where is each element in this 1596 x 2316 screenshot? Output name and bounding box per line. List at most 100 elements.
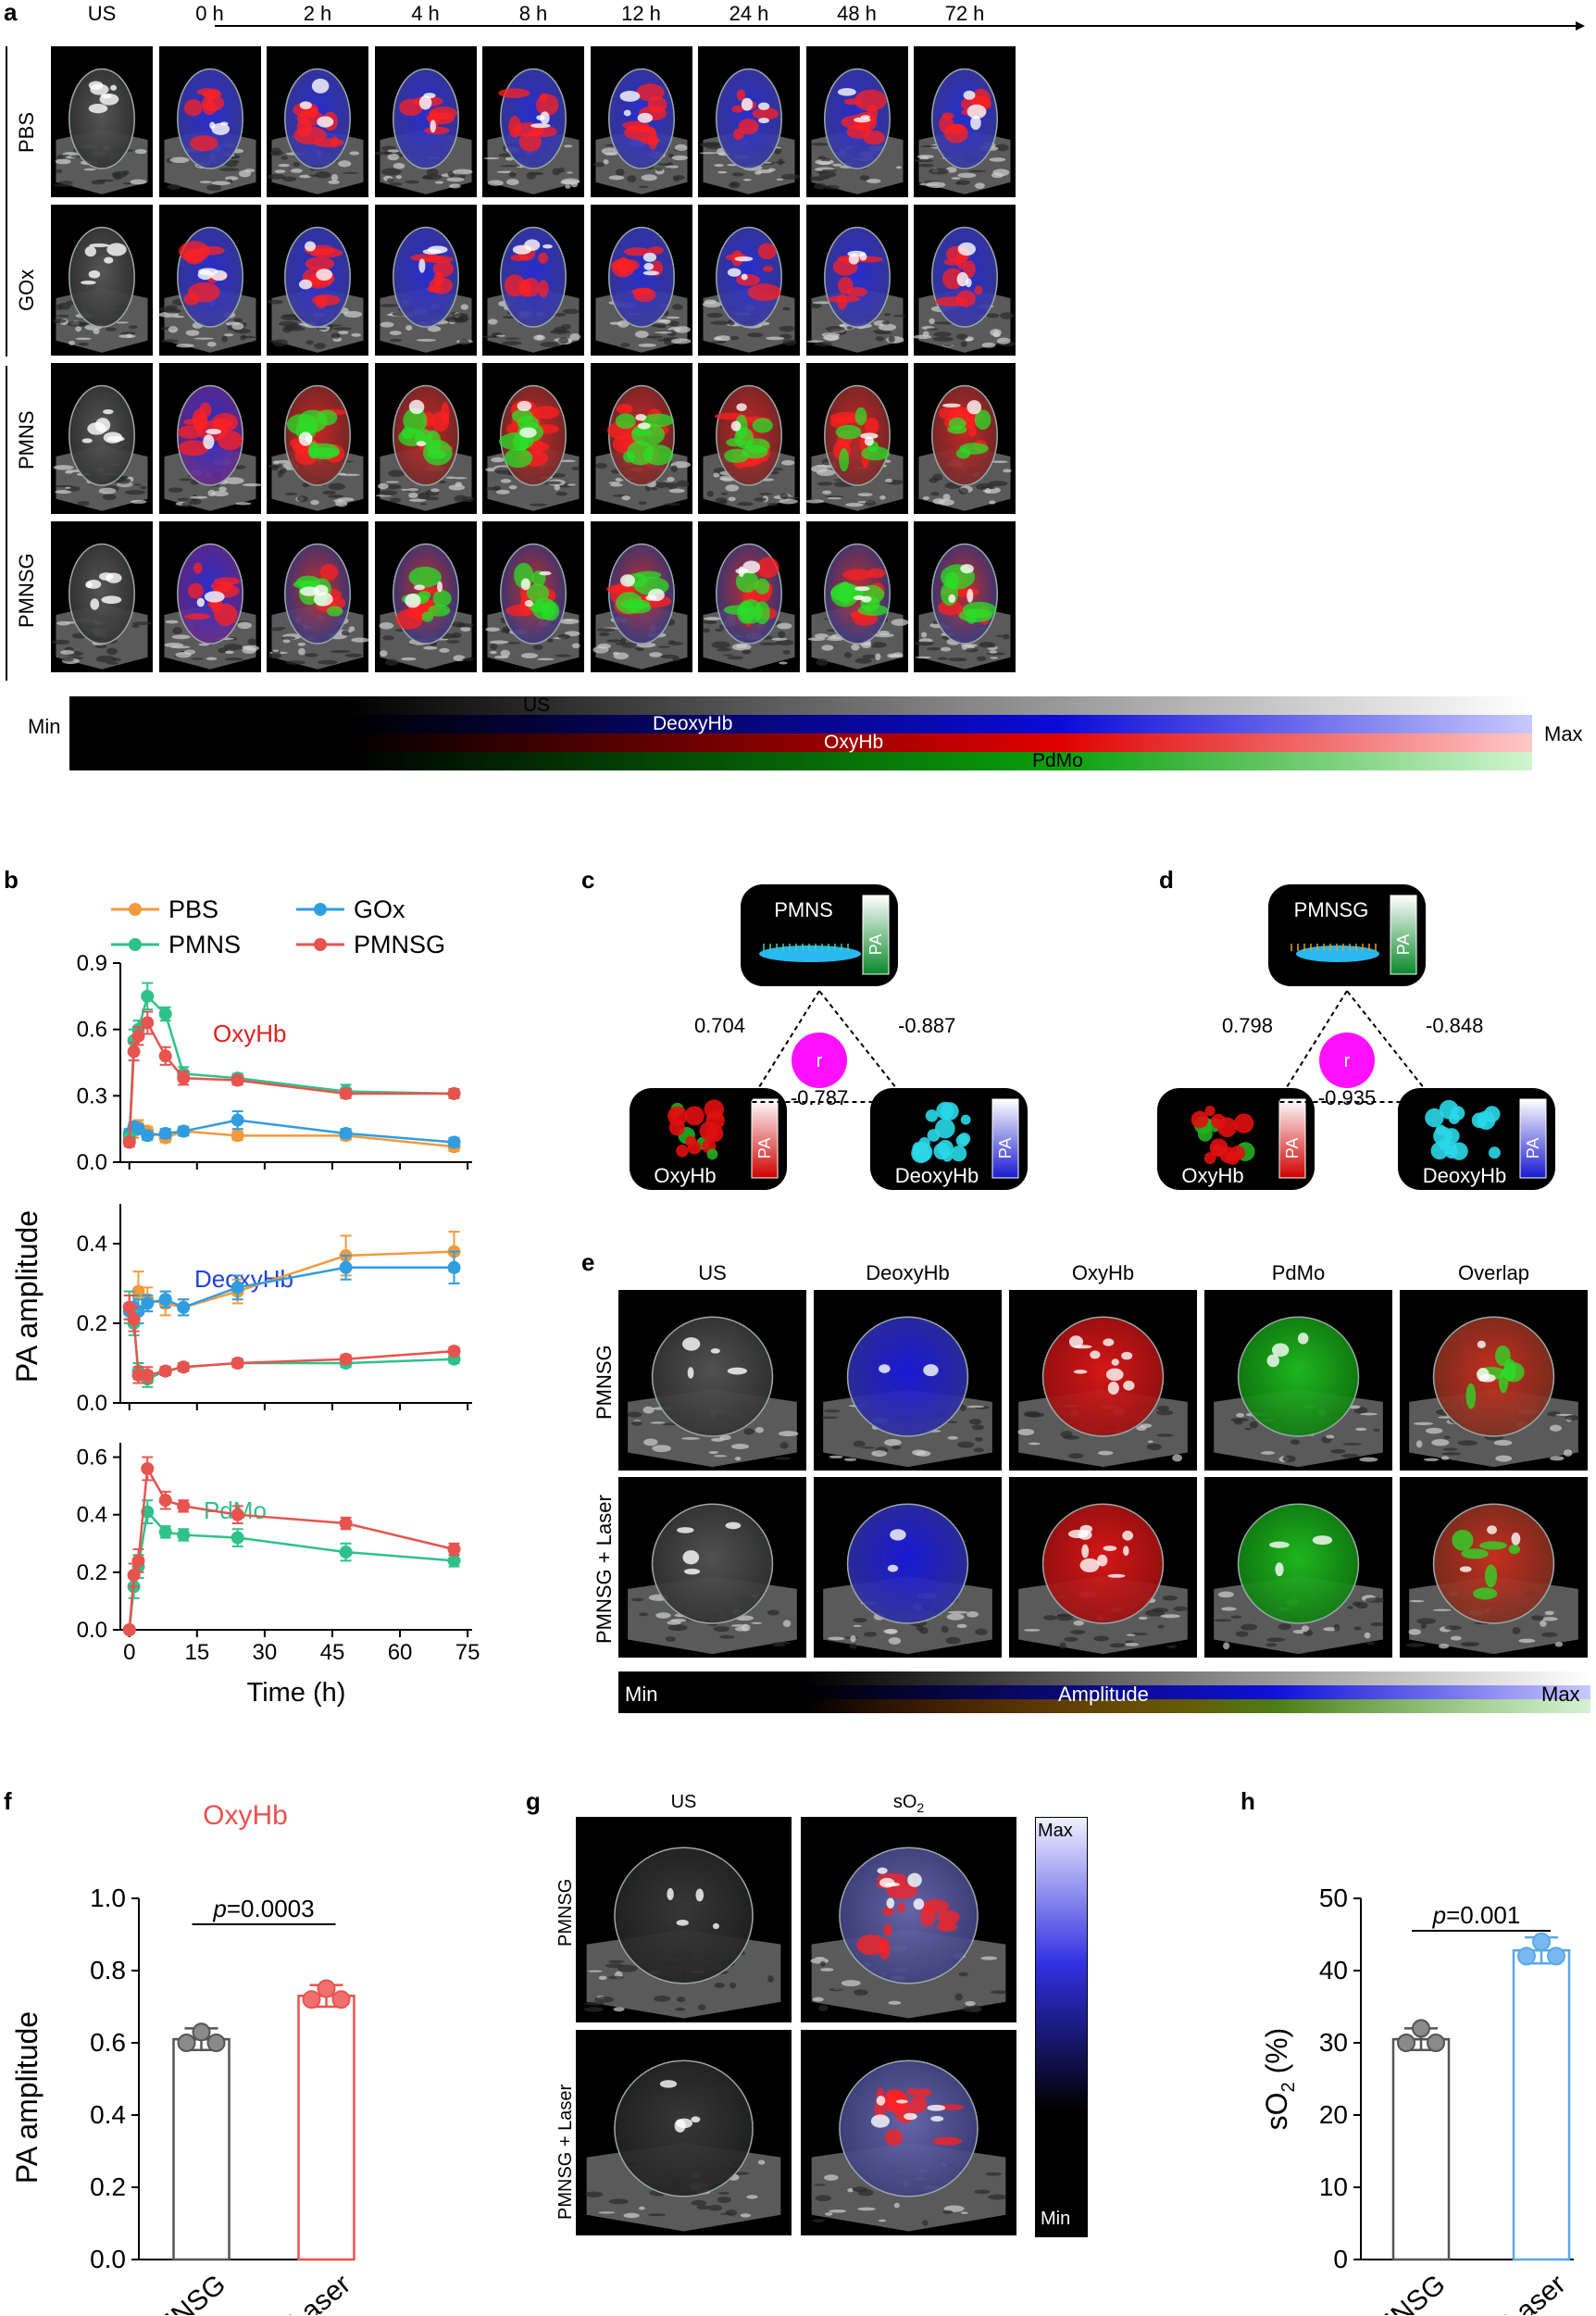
protein-structure — [960, 1114, 971, 1125]
speckle — [1146, 1443, 1162, 1451]
speckle — [1153, 1607, 1168, 1613]
highlight — [948, 594, 956, 604]
highlight — [879, 1877, 895, 1888]
tumor-image — [703, 543, 795, 670]
panel-b-chart: PBS GOx PMNS PMNSG 0.0 0.3 0.6 0.9 OxyHb 0.0 0.2 0.… — [10, 895, 480, 1708]
speckle — [754, 1426, 765, 1433]
speckle — [776, 178, 783, 181]
speckle — [1125, 1643, 1140, 1646]
highlight — [966, 400, 982, 415]
speckle — [67, 320, 87, 327]
tumor-dome — [69, 543, 135, 645]
tumor-image — [267, 226, 364, 353]
image-tile — [482, 521, 584, 672]
protein-structure — [1191, 1110, 1209, 1129]
pa-label: PA — [1283, 1138, 1302, 1159]
panel-e-colorbar-label: Amplitude — [1058, 1683, 1149, 1706]
speckle — [710, 320, 730, 325]
speckle — [722, 654, 734, 657]
speckle — [378, 621, 393, 630]
oxyhb-signal — [762, 266, 774, 272]
pdmo-signal — [622, 450, 635, 463]
y-tick-label: 40 — [1319, 1956, 1348, 1984]
tumor-dome — [1237, 1503, 1360, 1624]
highlight — [101, 595, 122, 605]
speckle — [1173, 1606, 1189, 1611]
data-point-PMNS — [177, 1528, 191, 1542]
image-tile — [158, 46, 261, 197]
speckle — [888, 1636, 902, 1645]
oxyhb-signal — [529, 442, 550, 452]
speckle — [853, 1624, 862, 1627]
speckle — [932, 336, 954, 342]
speckle — [984, 488, 991, 494]
speckle — [95, 179, 115, 182]
speckle — [77, 500, 90, 507]
legend-label-PMNSG: PMNSG — [354, 931, 445, 958]
speckle — [305, 340, 314, 345]
data-point — [317, 1979, 336, 1998]
speckle — [1023, 1628, 1041, 1632]
y-tick-label: 0.0 — [77, 1150, 107, 1175]
pdmo-signal — [408, 566, 442, 588]
speckle — [947, 1435, 959, 1440]
speckle — [1140, 1423, 1153, 1428]
tumor-image — [52, 543, 153, 670]
speckle — [821, 169, 837, 172]
speckle — [1156, 1433, 1174, 1437]
speckle — [378, 490, 397, 496]
highlight — [642, 270, 659, 276]
r-symbol: r — [1344, 1051, 1351, 1071]
data-point-PMNS — [339, 1546, 353, 1559]
speckle — [778, 631, 786, 639]
panel-e-letter: e — [581, 1248, 595, 1276]
speckle — [310, 499, 319, 506]
speckle — [960, 341, 967, 347]
speckle — [816, 170, 828, 174]
tumor-dome — [846, 1316, 969, 1437]
highlight — [1081, 1544, 1090, 1559]
speckle — [843, 652, 852, 658]
legend-marker-PBS — [129, 903, 142, 916]
oxyhb-signal — [752, 106, 779, 120]
speckle — [958, 487, 969, 494]
speckle — [1290, 1439, 1300, 1446]
speckle — [585, 2191, 604, 2197]
speckle — [814, 2184, 826, 2186]
speckle — [493, 485, 502, 491]
speckle — [206, 489, 216, 497]
speckle — [52, 319, 67, 324]
p-symbol: p — [212, 1895, 226, 1922]
series-line-PMNSG — [128, 1464, 455, 1631]
speckle — [540, 342, 559, 347]
tumor-dome — [931, 384, 998, 486]
speckle — [879, 494, 886, 500]
speckle — [667, 642, 683, 645]
speckle — [666, 316, 680, 319]
speckle — [976, 656, 987, 661]
speckle — [489, 640, 509, 645]
y-tick-label: 30 — [1319, 2028, 1348, 2057]
highlight — [1073, 1345, 1092, 1349]
speckle — [448, 484, 465, 491]
data-point-PMNSG — [447, 1542, 461, 1556]
speckle — [853, 1617, 867, 1623]
p-value-label: p=0.0003 — [212, 1895, 314, 1922]
highlight — [642, 262, 654, 270]
speckle — [617, 1964, 638, 1972]
legend-label-PMNS: PMNS — [168, 931, 241, 958]
panel-d-letter: d — [1159, 866, 1174, 894]
data-point-GOx — [141, 1296, 155, 1310]
speckle — [655, 168, 663, 171]
speckle — [708, 1450, 718, 1454]
y-tick-label: 0.4 — [90, 2100, 126, 2129]
speckle — [766, 336, 785, 341]
speckle — [140, 485, 147, 490]
speckle — [914, 641, 935, 646]
oxyhb-signal — [635, 83, 665, 102]
highlight — [966, 104, 987, 119]
speckle — [181, 501, 192, 507]
speckle — [98, 487, 117, 494]
speckle — [711, 341, 726, 344]
protein-structure — [1216, 1117, 1238, 1138]
